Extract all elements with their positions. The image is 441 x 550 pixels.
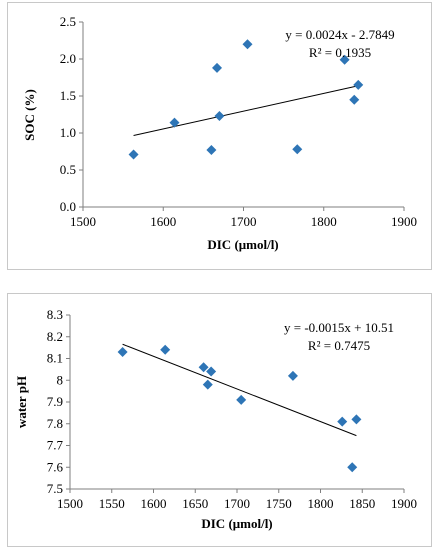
r-squared-label: R² = 0.7475 xyxy=(308,338,370,353)
data-point xyxy=(236,394,247,405)
y-tick-label: 7.5 xyxy=(47,481,63,496)
r-squared-label: R² = 0.1935 xyxy=(309,45,371,60)
x-tick-label: 1700 xyxy=(231,214,257,229)
soc-vs-dic-chart: 0.0 0.5 1.0 1.5 2.0 2.5 1500 1600 1700 1800 1900 … xyxy=(7,2,432,270)
data-point xyxy=(287,370,298,381)
data-point xyxy=(349,94,360,105)
x-tick-label: 1600 xyxy=(141,496,167,511)
data-point xyxy=(212,62,223,73)
data-point xyxy=(169,117,180,128)
y-tick-label: 1.5 xyxy=(60,88,76,103)
data-point xyxy=(117,346,128,357)
ph-vs-dic-chart: 7.5 7.6 7.7 7.8 7.9 8 8.1 8.2 8.3 1500 1550 1600 16… xyxy=(7,293,432,547)
data-point xyxy=(353,79,364,90)
x-tick-label: 1550 xyxy=(99,496,125,511)
data-point xyxy=(351,414,362,425)
y-axis-label: SOC (%) xyxy=(22,89,37,141)
y-tick-label: 1.0 xyxy=(60,125,76,140)
data-point xyxy=(337,416,348,427)
trendline xyxy=(133,85,359,136)
x-axis-label: DIC (μmol/l) xyxy=(207,237,278,252)
x-tick-label: 1750 xyxy=(266,496,292,511)
data-point xyxy=(198,362,209,373)
x-tick-label: 1900 xyxy=(391,496,417,511)
x-tick-label: 1500 xyxy=(57,496,83,511)
y-tick-label: 7.7 xyxy=(47,438,64,453)
x-tick-label: 1850 xyxy=(349,496,375,511)
data-point xyxy=(214,110,225,121)
data-point xyxy=(160,344,171,355)
soc-vs-dic-plot: 0.00.51.01.52.02.5 1500 1600 1700 1800 1900 … xyxy=(22,14,417,252)
x-axis-label: DIC (μmol/l) xyxy=(201,516,272,531)
x-tick-label: 1600 xyxy=(150,214,176,229)
x-tick-label: 1800 xyxy=(311,214,337,229)
data-point xyxy=(242,39,253,50)
x-tick-label: 1900 xyxy=(391,214,417,229)
data-point xyxy=(292,144,303,155)
x-tick-label: 1650 xyxy=(182,496,208,511)
data-point xyxy=(202,379,213,390)
y-tick-label: 8.2 xyxy=(47,329,63,344)
data-point xyxy=(339,54,350,65)
y-tick-label: 7.9 xyxy=(47,394,63,409)
data-point xyxy=(128,149,139,160)
ph-vs-dic-plot: 7.5 7.6 7.7 7.8 7.9 8 8.1 8.2 8.3 1500 1550 1600 16… xyxy=(14,307,417,531)
y-tick-label: 8.1 xyxy=(47,351,63,366)
y-tick-label: 7.8 xyxy=(47,416,63,431)
y-tick-label: 2.0 xyxy=(60,51,76,66)
data-point xyxy=(347,462,358,473)
data-point xyxy=(206,366,217,377)
data-point xyxy=(206,145,217,156)
y-tick-label: 8 xyxy=(57,372,64,387)
trend-equation: y = -0.0015x + 10.51 xyxy=(284,320,394,335)
y-tick-label: 0.5 xyxy=(60,162,76,177)
y-tick-label: 8.3 xyxy=(47,307,63,322)
x-tick-label: 1800 xyxy=(308,496,334,511)
y-tick-label: 2.5 xyxy=(60,14,76,29)
y-tick-label: 7.6 xyxy=(47,459,64,474)
y-axis-label: water pH xyxy=(14,376,29,428)
x-tick-label: 1700 xyxy=(224,496,250,511)
trendline xyxy=(122,343,357,437)
y-tick-label: 0.0 xyxy=(60,199,76,214)
x-tick-label: 1500 xyxy=(70,214,96,229)
trend-equation: y = 0.0024x - 2.7849 xyxy=(285,27,394,42)
